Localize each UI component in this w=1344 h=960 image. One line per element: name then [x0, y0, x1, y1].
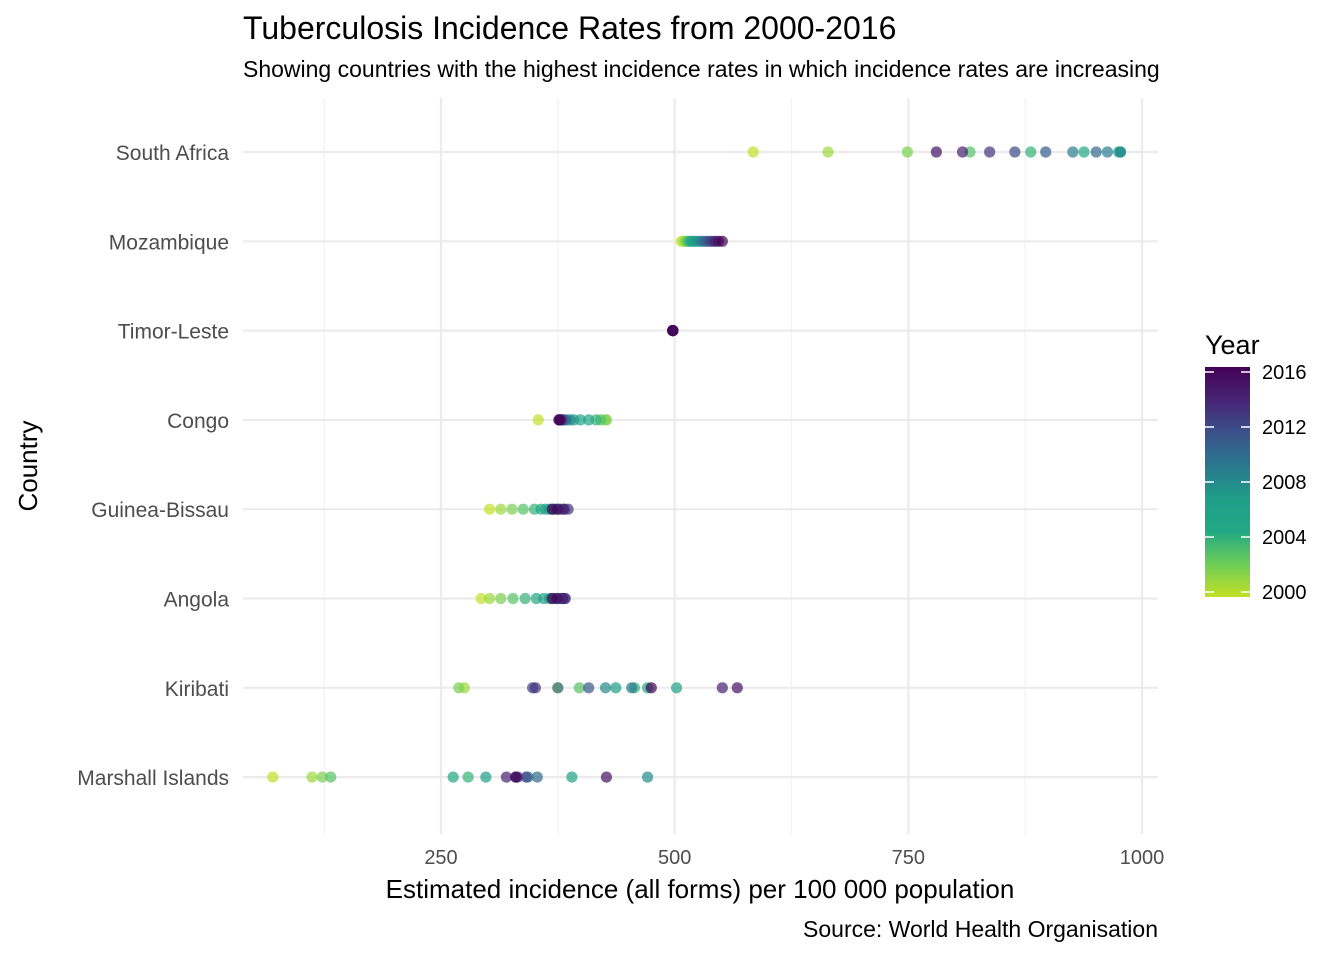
chart-title: Tuberculosis Incidence Rates from 2000-2…: [243, 10, 897, 46]
legend-tick-label: 2004: [1262, 527, 1307, 549]
data-point: [546, 592, 558, 605]
y-tick-label: Mozambique: [109, 231, 229, 254]
data-point: [546, 503, 558, 515]
data-point: [519, 592, 531, 605]
y-tick-label: Kiribati: [165, 678, 229, 701]
data-point: [583, 414, 595, 426]
data-point: [984, 146, 996, 158]
data-point: [552, 682, 564, 694]
data-point: [447, 771, 459, 783]
data-point: [480, 771, 492, 783]
data-point: [566, 771, 578, 783]
data-point: [325, 771, 337, 783]
y-tick-label: Congo: [167, 410, 229, 433]
x-tick-label: 250: [424, 847, 457, 869]
x-tick-label: 750: [892, 847, 925, 869]
data-point: [500, 771, 513, 783]
data-point: [1101, 146, 1114, 158]
data-point: [520, 771, 532, 783]
data-point: [529, 682, 542, 694]
data-points: [267, 146, 1127, 783]
data-point: [1025, 146, 1037, 158]
legend-tick-label: 2000: [1262, 582, 1307, 604]
data-point: [554, 414, 566, 426]
y-tick-label: Timor-Leste: [118, 321, 229, 344]
y-axis-label: Country: [13, 420, 43, 511]
y-tick-labels: South Africa Mozambique Timor-Leste Congo Gu…: [77, 142, 229, 790]
data-point: [1040, 146, 1052, 158]
data-point: [517, 503, 529, 515]
data-point: [747, 146, 759, 158]
data-point: [1090, 146, 1102, 158]
data-point: [453, 682, 465, 694]
y-tick-label: Guinea-Bissau: [91, 499, 229, 522]
data-point: [1078, 146, 1090, 158]
data-point: [532, 414, 544, 426]
x-tick-label: 500: [658, 847, 691, 869]
legend-ticks: 2000 2004 2008 2012 2016: [1205, 362, 1307, 604]
data-point: [822, 146, 834, 158]
data-point: [507, 592, 519, 605]
data-point: [670, 682, 683, 694]
data-point: [484, 592, 496, 605]
legend-tick-label: 2012: [1262, 417, 1307, 439]
data-point: [1067, 146, 1079, 158]
data-point: [930, 146, 942, 158]
data-point: [716, 682, 728, 694]
chart-subtitle: Showing countries with the highest incid…: [243, 56, 1160, 82]
color-legend: Year 2000 2004 2008 2012 2016: [1205, 330, 1307, 604]
data-point: [583, 682, 595, 694]
data-point: [475, 592, 487, 605]
data-point: [731, 682, 743, 694]
grid-lines: [243, 98, 1158, 834]
data-point: [1009, 146, 1021, 158]
data-point: [484, 503, 496, 515]
data-point: [510, 771, 522, 783]
x-tick-label: 1000: [1120, 847, 1165, 869]
data-point: [600, 771, 613, 783]
data-point: [316, 771, 328, 783]
data-point: [462, 771, 474, 783]
data-point: [599, 682, 612, 694]
data-point: [495, 592, 507, 605]
data-point: [901, 146, 913, 158]
data-point: [645, 682, 657, 694]
x-tick-labels: 250 500 750 1000: [424, 847, 1164, 869]
data-point: [306, 771, 318, 783]
data-point: [495, 503, 507, 515]
y-tick-label: Marshall Islands: [77, 767, 229, 790]
chart-caption: Source: World Health Organisation: [803, 916, 1158, 942]
data-point: [641, 771, 654, 783]
data-point: [267, 771, 279, 783]
data-point: [573, 682, 585, 694]
data-point: [531, 771, 543, 783]
y-tick-label: South Africa: [116, 142, 230, 165]
data-point: [506, 503, 518, 515]
legend-tick-label: 2016: [1262, 362, 1307, 384]
data-point: [667, 325, 679, 337]
data-point: [956, 146, 969, 158]
data-point: [626, 682, 638, 694]
data-point: [610, 682, 622, 694]
data-point: [716, 235, 728, 247]
y-tick-label: Angola: [164, 589, 230, 612]
x-axis-label: Estimated incidence (all forms) per 100 …: [386, 874, 1015, 904]
legend-tick-label: 2008: [1262, 472, 1307, 494]
data-point: [1114, 146, 1127, 158]
legend-title: Year: [1205, 330, 1260, 360]
